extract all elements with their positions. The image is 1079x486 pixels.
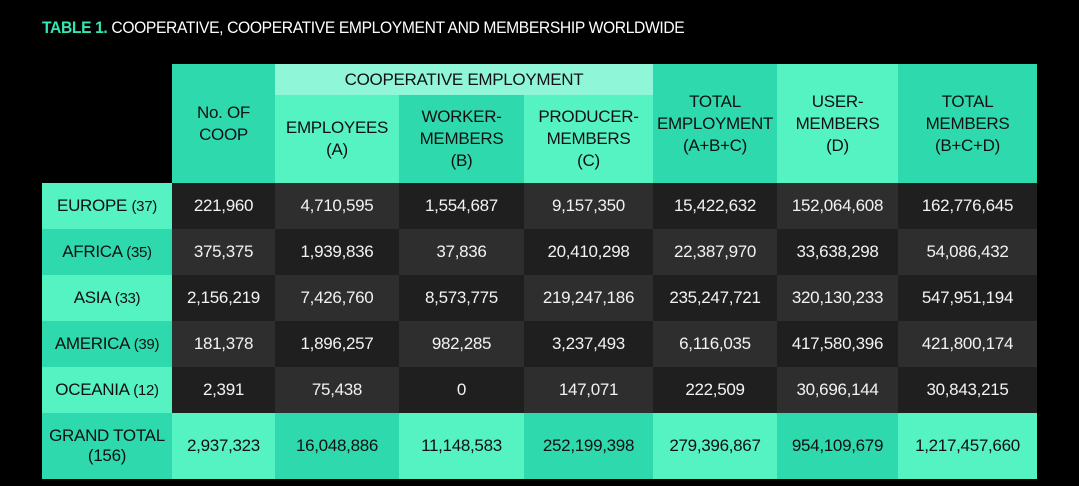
grand-total-row: GRAND TOTAL (156) 2,937,323 16,048,886 1… xyxy=(42,413,1037,479)
cell-value: 0 xyxy=(399,367,524,413)
total-value: 279,396,867 xyxy=(653,413,777,479)
cell-value: 1,554,687 xyxy=(399,183,524,229)
total-value: 2,937,323 xyxy=(172,413,275,479)
header-no-coop: No. OF COOP xyxy=(172,64,275,183)
cell-value: 547,951,194 xyxy=(898,275,1037,321)
row-label-grand-total: GRAND TOTAL (156) xyxy=(42,413,172,479)
cooperative-table: No. OF COOP COOPERATIVE EMPLOYMENT TOTAL… xyxy=(42,64,1037,479)
cell-value: 1,896,257 xyxy=(275,321,399,367)
cell-value: 9,157,350 xyxy=(524,183,653,229)
cell-value: 219,247,186 xyxy=(524,275,653,321)
header-corner xyxy=(42,64,172,183)
cell-value: 152,064,608 xyxy=(777,183,898,229)
total-value: 954,109,679 xyxy=(777,413,898,479)
cell-value: 75,438 xyxy=(275,367,399,413)
table-row: EUROPE (37) 221,960 4,710,595 1,554,687 … xyxy=(42,183,1037,229)
cell-value: 30,696,144 xyxy=(777,367,898,413)
cell-value: 162,776,645 xyxy=(898,183,1037,229)
cell-value: 6,116,035 xyxy=(653,321,777,367)
cell-value: 375,375 xyxy=(172,229,275,275)
total-value: 11,148,583 xyxy=(399,413,524,479)
cell-value: 2,156,219 xyxy=(172,275,275,321)
cell-value: 15,422,632 xyxy=(653,183,777,229)
table-caption: COOPERATIVE, COOPERATIVE EMPLOYMENT AND … xyxy=(111,18,685,37)
cell-value: 37,836 xyxy=(399,229,524,275)
cell-value: 181,378 xyxy=(172,321,275,367)
cell-value: 4,710,595 xyxy=(275,183,399,229)
cell-value: 982,285 xyxy=(399,321,524,367)
table-row: OCEANIA (12) 2,391 75,438 0 147,071 222,… xyxy=(42,367,1037,413)
cell-value: 147,071 xyxy=(524,367,653,413)
table-title: TABLE 1. COOPERATIVE, COOPERATIVE EMPLOY… xyxy=(42,18,685,38)
cell-value: 22,387,970 xyxy=(653,229,777,275)
header-producer-members: PRODUCER- MEMBERS (C) xyxy=(524,95,653,183)
cell-value: 421,800,174 xyxy=(898,321,1037,367)
table-row: ASIA (33) 2,156,219 7,426,760 8,573,775 … xyxy=(42,275,1037,321)
cell-value: 54,086,432 xyxy=(898,229,1037,275)
row-label-asia: ASIA (33) xyxy=(42,275,172,321)
table-row: AMERICA (39) 181,378 1,896,257 982,285 3… xyxy=(42,321,1037,367)
header-total-employment: TOTAL EMPLOYMENT (A+B+C) xyxy=(653,64,777,183)
cell-value: 3,237,493 xyxy=(524,321,653,367)
cell-value: 30,843,215 xyxy=(898,367,1037,413)
header-worker-members: WORKER- MEMBERS (B) xyxy=(399,95,524,183)
cell-value: 417,580,396 xyxy=(777,321,898,367)
cell-value: 222,509 xyxy=(653,367,777,413)
total-value: 252,199,398 xyxy=(524,413,653,479)
header-user-members: USER- MEMBERS (D) xyxy=(777,64,898,183)
row-label-africa: AFRICA (35) xyxy=(42,229,172,275)
total-value: 1,217,457,660 xyxy=(898,413,1037,479)
row-label-oceania: OCEANIA (12) xyxy=(42,367,172,413)
cell-value: 1,939,836 xyxy=(275,229,399,275)
table-row: AFRICA (35) 375,375 1,939,836 37,836 20,… xyxy=(42,229,1037,275)
cell-value: 20,410,298 xyxy=(524,229,653,275)
table-number: TABLE 1. xyxy=(42,18,108,37)
header-total-members: TOTAL MEMBERS (B+C+D) xyxy=(898,64,1037,183)
row-label-europe: EUROPE (37) xyxy=(42,183,172,229)
cell-value: 235,247,721 xyxy=(653,275,777,321)
cell-value: 320,130,233 xyxy=(777,275,898,321)
cell-value: 221,960 xyxy=(172,183,275,229)
header-employees: EMPLOYEES (A) xyxy=(275,95,399,183)
cell-value: 33,638,298 xyxy=(777,229,898,275)
row-label-america: AMERICA (39) xyxy=(42,321,172,367)
cell-value: 7,426,760 xyxy=(275,275,399,321)
header-cooperative-employment: COOPERATIVE EMPLOYMENT xyxy=(275,64,653,95)
cell-value: 2,391 xyxy=(172,367,275,413)
total-value: 16,048,886 xyxy=(275,413,399,479)
cell-value: 8,573,775 xyxy=(399,275,524,321)
